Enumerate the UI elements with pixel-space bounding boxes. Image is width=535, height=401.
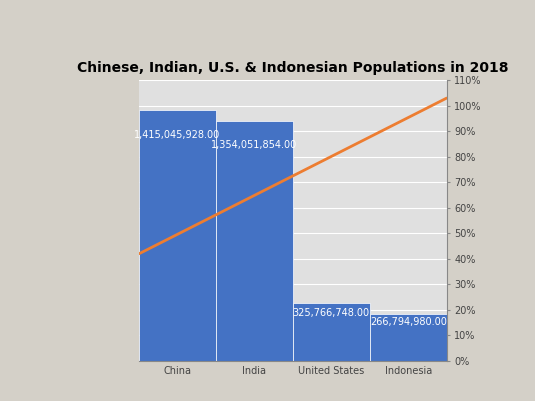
Bar xyxy=(293,303,370,361)
Bar xyxy=(370,314,447,361)
Text: 325,766,748.00: 325,766,748.00 xyxy=(293,308,370,318)
Title: Chinese, Indian, U.S. & Indonesian Populations in 2018: Chinese, Indian, U.S. & Indonesian Popul… xyxy=(77,61,509,75)
Bar xyxy=(139,110,216,361)
Bar xyxy=(216,121,293,361)
Text: 1,354,051,854.00: 1,354,051,854.00 xyxy=(211,140,297,150)
Text: 1,415,045,928.00: 1,415,045,928.00 xyxy=(134,130,220,140)
Text: 266,794,980.00: 266,794,980.00 xyxy=(370,318,447,328)
